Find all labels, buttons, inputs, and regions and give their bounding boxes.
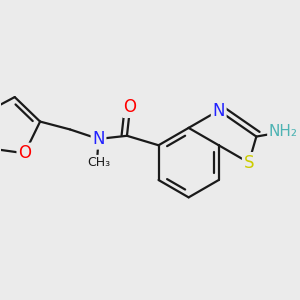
Text: O: O [18, 144, 31, 162]
Text: N: N [92, 130, 105, 148]
Text: N: N [212, 101, 225, 119]
Text: O: O [124, 98, 136, 116]
Text: CH₃: CH₃ [87, 156, 110, 169]
Text: NH₂: NH₂ [269, 124, 298, 139]
Text: S: S [244, 154, 254, 172]
